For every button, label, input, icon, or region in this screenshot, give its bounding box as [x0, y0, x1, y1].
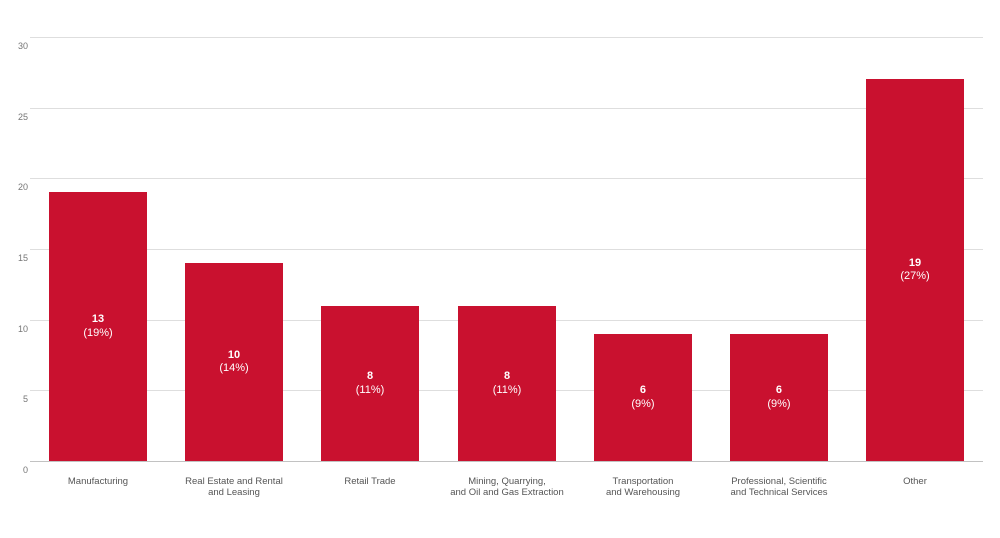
category-label: Retail Trade — [285, 476, 455, 488]
bar-value-label: 6 — [639, 384, 647, 396]
bar-label-stack: 19 (27%) — [900, 257, 929, 284]
category-label-line: and Oil and Gas Extraction — [450, 486, 564, 498]
bar: 10 (14%) — [185, 263, 283, 461]
bar-value-label: 19 — [908, 256, 922, 269]
category-label: Other — [830, 476, 1000, 488]
gridline — [30, 37, 983, 38]
bar-percent-label: (14%) — [219, 362, 249, 374]
gridline — [30, 249, 983, 250]
bar-value-label: 6 — [775, 384, 783, 396]
bar-label-stack: 6 (9%) — [767, 384, 790, 411]
bar-label-stack: 8 (11%) — [356, 370, 385, 397]
bar-percent-label: (9%) — [767, 397, 791, 410]
bar-percent-label: (19%) — [83, 326, 113, 339]
category-label-line: Manufacturing — [67, 476, 129, 487]
bar-percent-label: (11%) — [355, 383, 385, 396]
category-label-line: and Warehousing — [605, 486, 681, 498]
gridline — [30, 178, 983, 179]
y-tick-label: 0 — [22, 465, 28, 475]
bar: 8 (11%) — [321, 306, 419, 461]
bar-percent-label: (11%) — [492, 383, 522, 396]
bar-label-stack: 10 (14%) — [219, 349, 248, 376]
y-tick-label: 20 — [17, 182, 28, 192]
category-label-line: and Technical Services — [730, 486, 828, 498]
category-label-line: Real Estate and Rental — [185, 476, 283, 487]
category-label: Manufacturing — [13, 476, 183, 488]
y-tick-label: 10 — [17, 324, 28, 334]
bar-value-label: 8 — [503, 370, 511, 382]
bar-label-stack: 6 (9%) — [631, 384, 654, 411]
category-label-line: Transportation — [612, 476, 674, 487]
category-label: Mining, Quarrying, and Oil and Gas Extrac… — [422, 476, 592, 498]
x-axis-baseline — [30, 461, 983, 462]
bar: 8 (11%) — [458, 306, 556, 461]
gridline — [30, 108, 983, 109]
bar-percent-label: (9%) — [631, 397, 655, 410]
category-label-line: Mining, Quarrying, — [468, 476, 546, 487]
y-tick-label: 30 — [17, 41, 28, 51]
y-tick-label: 15 — [17, 253, 28, 263]
bar: 13 (19%) — [49, 192, 147, 461]
category-label: Real Estate and Rental and Leasing — [149, 476, 319, 498]
category-label: Professional, Scientific and Technical Se… — [694, 476, 864, 498]
bar: 19 (27%) — [866, 79, 964, 461]
bar-value-label: 10 — [227, 348, 241, 361]
category-label-line: Retail Trade — [344, 476, 396, 487]
bar-percent-label: (27%) — [900, 270, 930, 282]
bar: 6 (9%) — [594, 334, 692, 461]
y-tick-label: 25 — [17, 112, 28, 122]
category-label-line: Other — [903, 476, 927, 487]
bar-value-label: 8 — [366, 370, 374, 382]
y-tick-label: 5 — [22, 394, 28, 404]
category-label-line: and Leasing — [208, 486, 260, 498]
bar-label-stack: 13 (19%) — [83, 313, 112, 340]
bar: 6 (9%) — [730, 334, 828, 461]
category-label: Transportation and Warehousing — [558, 476, 728, 498]
bar-label-stack: 8 (11%) — [493, 370, 522, 397]
category-label-line: Professional, Scientific — [731, 476, 827, 487]
bar-value-label: 13 — [91, 313, 105, 325]
